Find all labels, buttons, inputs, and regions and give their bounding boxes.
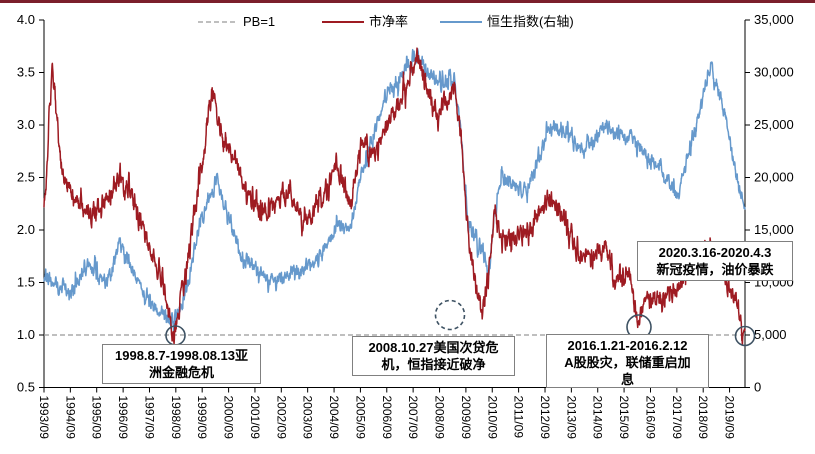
svg-text:30,000: 30,000 xyxy=(754,65,794,80)
svg-text:2012/09: 2012/09 xyxy=(538,396,552,440)
svg-text:2017/09: 2017/09 xyxy=(670,396,684,440)
svg-text:2006/09: 2006/09 xyxy=(380,396,394,440)
svg-text:市净率: 市净率 xyxy=(369,14,408,29)
svg-text:2001/09: 2001/09 xyxy=(248,396,262,440)
svg-text:1998/09: 1998/09 xyxy=(169,396,183,440)
svg-text:2011/09: 2011/09 xyxy=(512,396,526,439)
svg-text:1993/09: 1993/09 xyxy=(37,396,51,440)
svg-text:2009/09: 2009/09 xyxy=(459,396,473,440)
svg-text:PB=1: PB=1 xyxy=(243,14,275,29)
svg-text:2015/09: 2015/09 xyxy=(617,396,631,440)
svg-text:4.0: 4.0 xyxy=(17,12,35,27)
svg-text:1999/09: 1999/09 xyxy=(195,396,209,440)
svg-text:2005/09: 2005/09 xyxy=(353,396,367,440)
svg-text:3.5: 3.5 xyxy=(17,65,35,80)
svg-text:1.5: 1.5 xyxy=(17,275,35,290)
svg-text:1994/09: 1994/09 xyxy=(63,396,77,440)
svg-text:2010/09: 2010/09 xyxy=(485,396,499,440)
svg-text:1.0: 1.0 xyxy=(17,327,35,342)
svg-text:15,000: 15,000 xyxy=(754,222,794,237)
svg-text:2013/09: 2013/09 xyxy=(564,396,578,440)
svg-text:0.5: 0.5 xyxy=(17,380,35,395)
svg-text:1997/09: 1997/09 xyxy=(142,396,156,440)
svg-text:35,000: 35,000 xyxy=(754,12,794,27)
svg-text:2.0: 2.0 xyxy=(17,222,35,237)
svg-text:2.5: 2.5 xyxy=(17,170,35,185)
svg-text:3.0: 3.0 xyxy=(17,117,35,132)
svg-text:2003/09: 2003/09 xyxy=(301,396,315,440)
svg-text:20,000: 20,000 xyxy=(754,170,794,185)
svg-text:2008/09: 2008/09 xyxy=(433,396,447,440)
svg-text:恒生指数(右轴): 恒生指数(右轴) xyxy=(487,14,574,29)
svg-text:2019/09: 2019/09 xyxy=(723,396,737,440)
svg-text:2014/09: 2014/09 xyxy=(591,396,605,440)
svg-text:2007/09: 2007/09 xyxy=(406,396,420,440)
svg-text:2018/09: 2018/09 xyxy=(696,396,710,440)
svg-text:1996/09: 1996/09 xyxy=(116,396,130,440)
svg-text:2000/09: 2000/09 xyxy=(222,396,236,440)
svg-text:5,000: 5,000 xyxy=(754,327,787,342)
svg-text:0: 0 xyxy=(754,380,761,395)
svg-text:25,000: 25,000 xyxy=(754,117,794,132)
svg-text:2016/09: 2016/09 xyxy=(643,396,657,440)
svg-text:2002/09: 2002/09 xyxy=(274,396,288,440)
svg-text:1995/09: 1995/09 xyxy=(90,396,104,440)
svg-text:2004/09: 2004/09 xyxy=(327,396,341,440)
